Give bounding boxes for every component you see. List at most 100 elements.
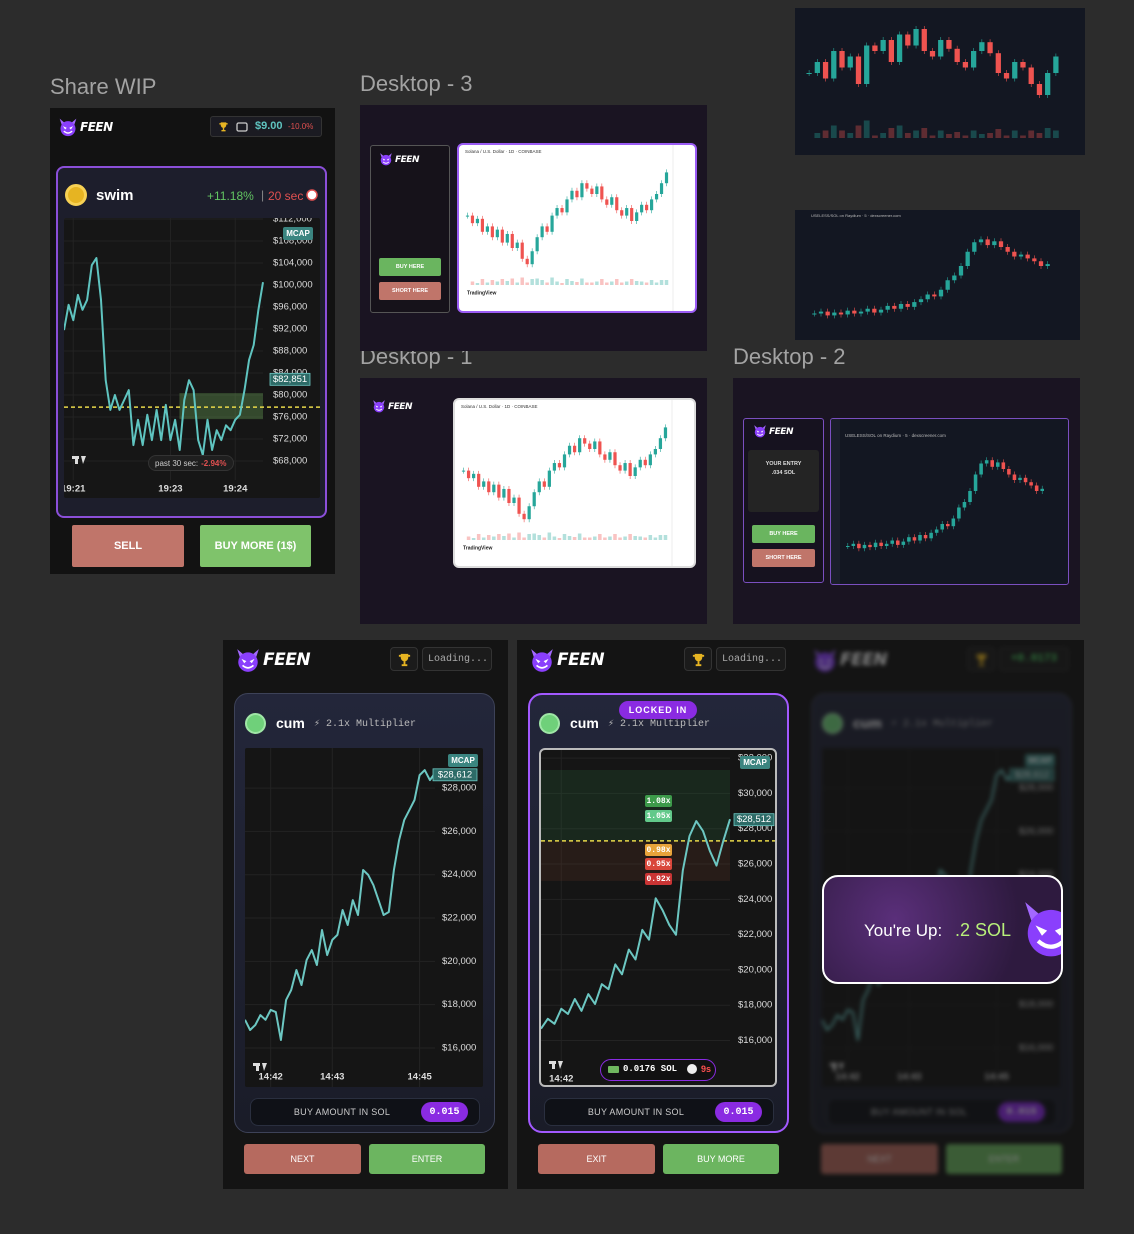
mobile-frame: FEEN +0.0173 cum ⚡ 2.1x Multiplier 14:42 14:4… (800, 640, 1084, 1189)
candle-body (858, 311, 864, 314)
short-button[interactable]: SHORT HERE (379, 282, 441, 300)
volume-bar (1003, 135, 1010, 138)
candle-body (520, 242, 524, 259)
candle-body (938, 289, 944, 297)
candle-body (654, 194, 659, 200)
candle-body (1007, 469, 1011, 475)
short-button[interactable]: SHORT HERE (752, 549, 815, 567)
candle-body (608, 452, 612, 460)
wallet-dropdown[interactable]: Loading... (422, 647, 492, 671)
mcap-badge-text: MCAP (1028, 756, 1052, 765)
buy-more-button[interactable]: BUY MORE (663, 1144, 779, 1174)
volume-bar (872, 135, 878, 138)
y-tick-label: $24,000 (1019, 869, 1053, 880)
volume-bar (664, 280, 669, 285)
balance-box[interactable]: $9.00 -10.0% (210, 116, 322, 137)
wallet-dropdown[interactable]: Loading... (716, 647, 786, 671)
wallet-icon (236, 122, 248, 132)
wallet-shape (236, 122, 248, 132)
y-tick-label: $108,000 (273, 236, 313, 247)
volume-bar (517, 532, 521, 540)
buy-amount-input[interactable]: 0.015 (715, 1102, 762, 1122)
exit-button[interactable]: EXIT (538, 1144, 655, 1174)
cash-icon (608, 1066, 619, 1073)
timer: 20 sec (268, 189, 304, 203)
trophy-button[interactable] (967, 647, 995, 671)
candle-chart: Solana / U.S. Dollar · 1D · COINBASE Trad… (461, 400, 673, 566)
candle-body (1012, 474, 1017, 480)
next-button[interactable]: NEXT (244, 1144, 361, 1174)
candle-body (905, 304, 910, 307)
candle-body (847, 56, 853, 68)
candle-body (1034, 485, 1039, 491)
pot-value: 0.0176 SOL (623, 1064, 678, 1074)
candle-body (610, 197, 614, 205)
volume-bar (487, 535, 491, 540)
sell-button[interactable]: SELL (72, 525, 184, 567)
candle-body (1018, 477, 1022, 480)
buy-button[interactable]: BUY HERE (379, 258, 441, 276)
candle-body (480, 218, 485, 232)
volume-bar (962, 135, 969, 138)
volume-bar (585, 282, 589, 285)
volume-bar (545, 282, 549, 285)
candle-body (472, 473, 476, 479)
candle-body (978, 239, 984, 243)
volume-bar (587, 537, 592, 540)
volume-bar (648, 535, 653, 540)
enter-button[interactable]: ENTER (369, 1144, 485, 1174)
y-tick-label: $100,000 (273, 280, 313, 291)
turn-value: .2 SOL (955, 920, 1012, 940)
trophy-button[interactable] (390, 647, 418, 671)
mcap-badge-text: MCAP (743, 758, 767, 767)
volume-bar (515, 282, 519, 285)
balance-pill[interactable]: +0.0173 (999, 647, 1069, 671)
candle-body (965, 251, 970, 266)
candle-body (822, 62, 829, 79)
enter-button[interactable]: ENTER (946, 1144, 1062, 1174)
volume-bar (880, 133, 887, 138)
x-tick-label: 14:45 (984, 1072, 1009, 1083)
candle-body (620, 210, 624, 216)
candle-body (872, 308, 877, 313)
volume-bar (638, 536, 642, 540)
logo-eye (543, 658, 549, 664)
candle-body (831, 51, 837, 79)
volume-bar (567, 536, 572, 540)
volume-bar (629, 279, 634, 285)
next-button[interactable]: NEXT (821, 1144, 938, 1174)
candle-body (648, 454, 652, 466)
price-tag (1009, 768, 1055, 782)
tradingview-mark: TradingView (467, 290, 496, 296)
price-line (245, 769, 436, 1041)
separator: | (261, 188, 265, 202)
volume-bar (560, 283, 564, 285)
buy-button[interactable]: BUY HERE (752, 525, 815, 543)
buy-more-button[interactable]: BUY MORE (1$) (200, 525, 311, 567)
candle-body (625, 208, 629, 216)
logo-face (60, 121, 76, 137)
candle-body (884, 543, 889, 546)
pot-pill: 0.0176 SOL 9s (600, 1059, 716, 1081)
candle-body (635, 212, 639, 221)
candle-body (1001, 462, 1006, 469)
price-tag (733, 813, 775, 827)
loss-zone (541, 840, 730, 881)
candle-body (522, 513, 526, 520)
candle-chart (795, 8, 1085, 155)
y-tick-label: $26,000 (738, 859, 772, 870)
candle-body (855, 56, 862, 84)
candle-body (507, 488, 511, 503)
candle-body (912, 302, 917, 307)
candle-body (979, 42, 985, 51)
trophy-button[interactable] (684, 647, 712, 671)
candle-chart: Solana / U.S. Dollar · 1D · COINBASE Trad… (465, 145, 674, 311)
trophy-icon (219, 122, 228, 132)
buy-amount-input[interactable]: 0.015 (998, 1102, 1045, 1122)
frame-label: Desktop - 2 (733, 344, 846, 369)
volume-bar (659, 280, 664, 285)
buy-amount-input[interactable]: 0.015 (421, 1102, 468, 1122)
candle-body (500, 229, 504, 243)
note-pill: past 30 sec: -2.94% (148, 455, 234, 471)
token-name: cum (570, 715, 599, 731)
